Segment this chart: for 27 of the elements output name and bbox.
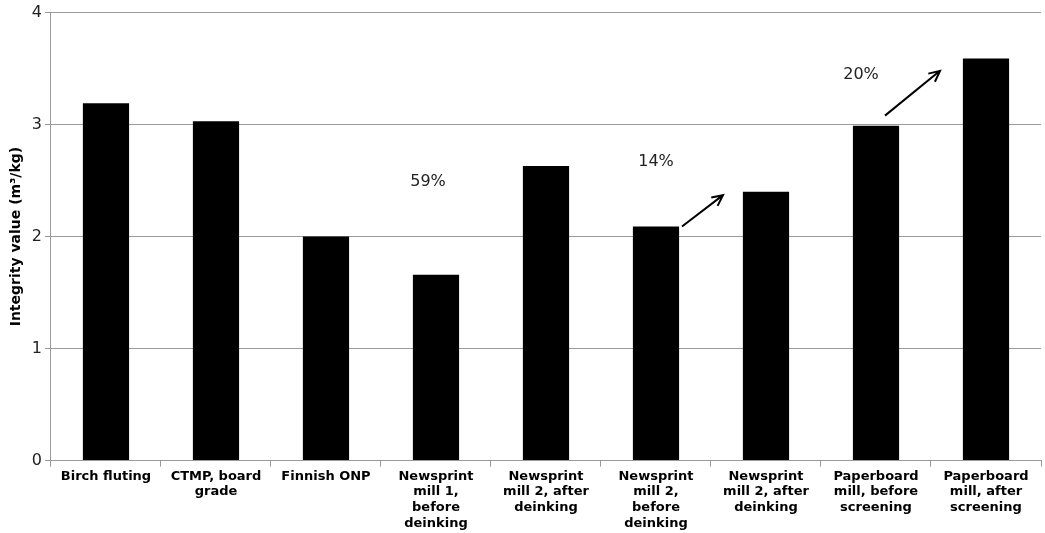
bar xyxy=(192,121,240,461)
bar xyxy=(82,103,130,461)
x-tick-label: Newsprint mill 2, before deinking xyxy=(618,467,694,530)
annotation: 14% xyxy=(638,151,674,171)
x-tick-label: Newsprint mill 2, after deinking xyxy=(503,467,590,514)
x-tick-label: Paperboard mill, before screening xyxy=(833,467,919,514)
y-tick-label: 1 xyxy=(31,337,42,357)
y-tick-label: 4 xyxy=(31,1,42,21)
bar xyxy=(412,274,460,461)
bar xyxy=(852,125,900,461)
bar xyxy=(522,166,570,461)
y-tick-label: 0 xyxy=(31,449,42,469)
x-tick-label: Birch fluting xyxy=(60,467,152,483)
x-tick-label: Finnish ONP xyxy=(281,467,371,483)
x-tick-label: Newsprint mill 1, before deinking xyxy=(398,467,474,530)
bar xyxy=(962,58,1010,461)
x-tick-label: Paperboard mill, after screening xyxy=(943,467,1029,514)
x-tick-label: CTMP, board grade xyxy=(170,467,262,499)
x-tick-label: Newsprint mill 2, after deinking xyxy=(723,467,810,514)
bar xyxy=(632,226,680,461)
bar xyxy=(742,191,790,461)
annotation: 59% xyxy=(410,171,446,191)
y-tick-label: 3 xyxy=(31,113,42,133)
bar xyxy=(302,236,350,461)
annotation: 20% xyxy=(843,64,879,84)
y-tick-label: 2 xyxy=(31,225,42,245)
y-axis-title: Integrity value (m³/kg) xyxy=(7,146,24,327)
